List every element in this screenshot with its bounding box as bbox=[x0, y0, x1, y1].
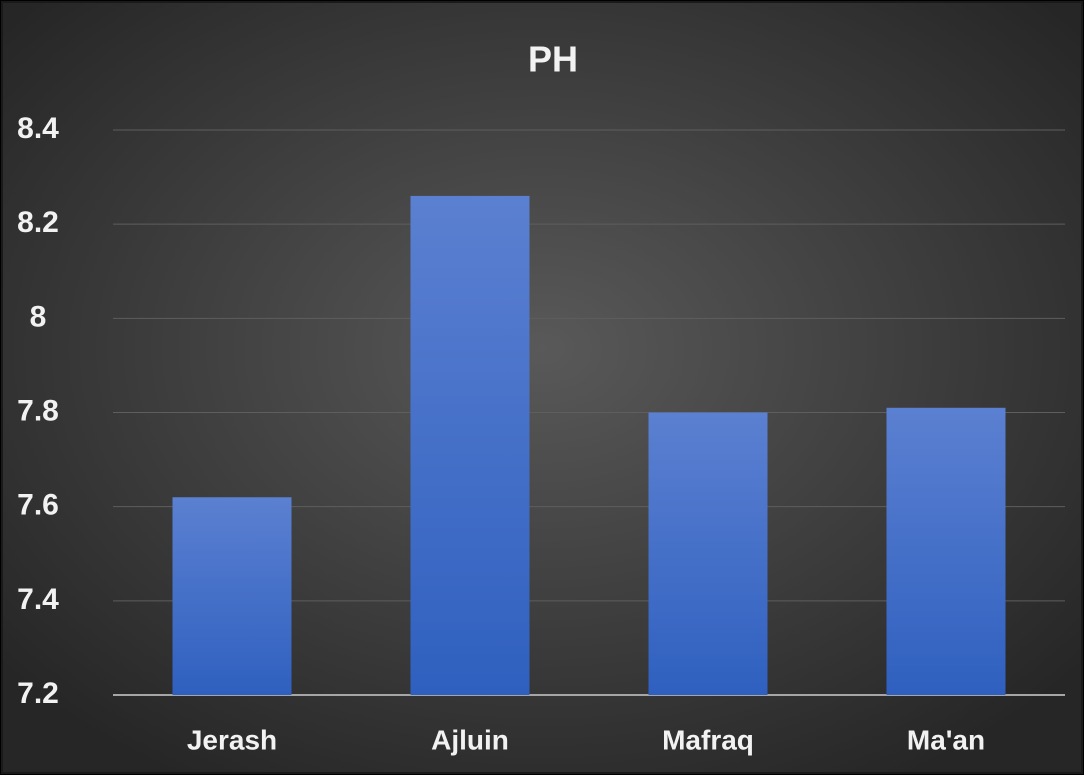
x-tick-label: Mafraq bbox=[662, 724, 754, 755]
x-tick-label: Ajluin bbox=[431, 724, 509, 755]
bar bbox=[886, 407, 1006, 695]
bar bbox=[648, 412, 768, 695]
y-tick-label: 7.8 bbox=[17, 394, 59, 427]
y-tick-label: 7.2 bbox=[17, 677, 59, 710]
chart-title: PH bbox=[528, 39, 578, 80]
y-tick-label: 8 bbox=[30, 300, 47, 333]
bar bbox=[172, 497, 292, 695]
x-tick-label: Jerash bbox=[187, 724, 277, 755]
y-tick-label: 8.2 bbox=[17, 206, 59, 239]
y-tick-label: 8.4 bbox=[17, 112, 59, 145]
y-tick-label: 7.6 bbox=[17, 489, 59, 522]
bar bbox=[410, 195, 530, 695]
x-tick-label: Ma'an bbox=[907, 724, 985, 755]
y-tick-label: 7.4 bbox=[17, 583, 59, 616]
